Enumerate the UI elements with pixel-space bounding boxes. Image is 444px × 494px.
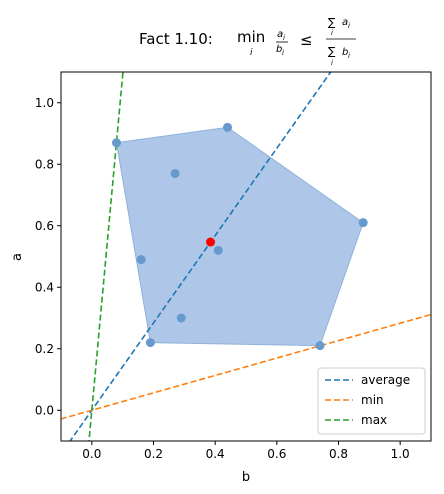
hull-layer	[115, 126, 364, 347]
title-sum-denominator-symbol: ∑	[328, 45, 336, 58]
average-point	[206, 237, 216, 247]
title-min-word: min	[237, 28, 265, 46]
data-point-2	[223, 122, 232, 132]
data-point-6	[170, 168, 180, 178]
convex-hull-polygon	[115, 126, 364, 347]
data-point-3	[358, 218, 368, 228]
legend-label-average: average	[361, 373, 410, 387]
legend-label-min: min	[361, 393, 384, 407]
y-axis-label: a	[10, 253, 25, 261]
data-point-7	[136, 255, 146, 265]
chart-title: Fact 1.10: min i a i b i ≤ ∑ i a i ∑ i b…	[139, 16, 356, 67]
x-tick-label: 0.4	[206, 447, 225, 461]
data-point-5	[145, 338, 155, 348]
title-relation: ≤	[300, 31, 313, 49]
y-tick-label: 0.2	[35, 342, 54, 356]
x-tick-label: 0.2	[144, 447, 163, 461]
title-sum-numerator-var: a	[342, 17, 348, 28]
title-sum-denominator-var-subscript: i	[348, 52, 350, 60]
x-tick-label: 0.0	[82, 447, 101, 461]
y-tick-label: 0.6	[35, 219, 54, 233]
data-point-9	[176, 313, 186, 323]
title-sum-denominator-var: b	[342, 47, 348, 58]
x-axis-label: b	[242, 470, 250, 485]
y-tick-label: 0.4	[35, 280, 54, 294]
y-tick-label: 0.0	[35, 403, 54, 417]
legend-frame	[317, 367, 426, 435]
legend-label-max: max	[361, 413, 387, 427]
title-prefix: Fact 1.10:	[139, 30, 213, 48]
x-tick-label: 0.8	[329, 447, 348, 461]
title-sum-numerator-symbol: ∑	[328, 16, 336, 29]
x-tick-label: 1.0	[391, 447, 410, 461]
legend: average min max	[317, 367, 426, 435]
data-point-8	[213, 245, 223, 255]
y-axis-ticks: 0.0 0.2 0.4 0.6 0.8 1.0	[35, 96, 61, 417]
title-ratio-fraction: a i b i	[276, 29, 288, 57]
title-ratio-denominator-subscript: i	[282, 49, 284, 57]
y-tick-label: 1.0	[35, 96, 54, 110]
x-tick-label: 0.6	[267, 447, 286, 461]
title-sum-fraction: ∑ i a i ∑ i b i	[326, 16, 356, 67]
title-sum-denominator-index: i	[331, 59, 333, 67]
x-axis-ticks: 0.0 0.2 0.4 0.6 0.8 1.0	[82, 441, 410, 461]
min-line	[61, 313, 431, 420]
data-point-4	[315, 341, 325, 351]
plot-frame	[60, 71, 432, 442]
title-ratio-numerator-subscript: i	[283, 34, 285, 42]
title-sum-numerator-var-subscript: i	[348, 22, 350, 30]
title-sum-numerator-index: i	[331, 29, 333, 37]
y-tick-label: 0.8	[35, 157, 54, 171]
title-ratio-numerator: a	[277, 29, 283, 40]
points-layer	[112, 122, 368, 351]
title-ratio-denominator: b	[276, 44, 282, 55]
title-min-subscript: i	[250, 48, 253, 58]
data-point-1	[112, 138, 121, 148]
